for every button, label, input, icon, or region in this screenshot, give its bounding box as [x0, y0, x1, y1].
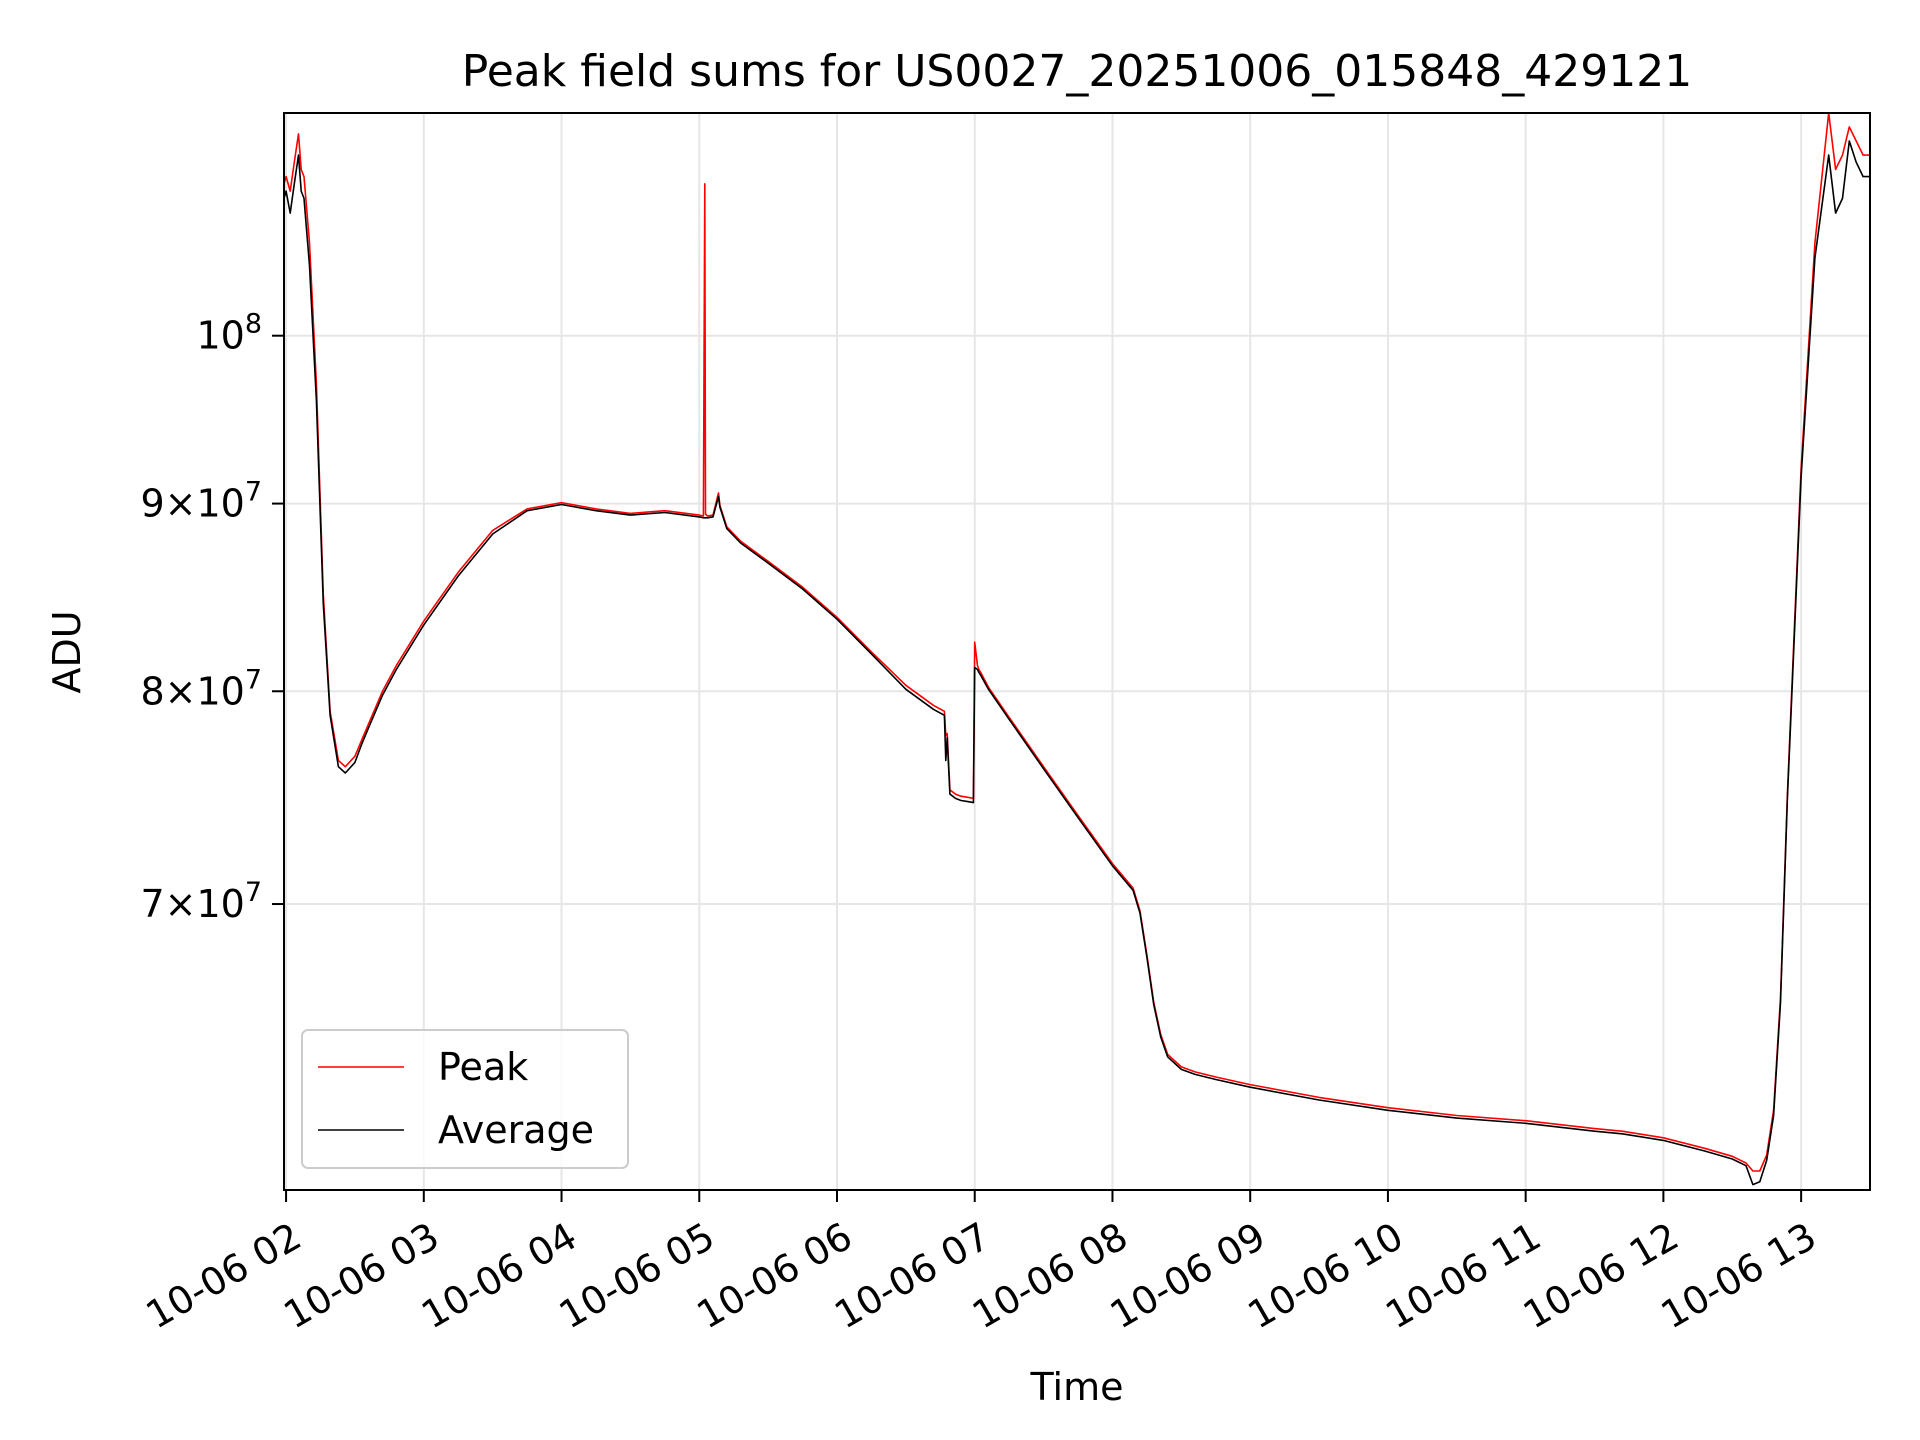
grid-layer	[284, 113, 1870, 1190]
series-layer	[283, 112, 1870, 1186]
y-axis-ticks: 7×107 8×107 9×107 108	[140, 309, 284, 926]
x-axis-label: Time	[1030, 1365, 1124, 1409]
legend-label-average: Average	[438, 1108, 594, 1152]
y-axis-label: ADU	[45, 610, 89, 693]
legend: Peak Average	[301, 1029, 629, 1169]
y-tick-label: 108	[196, 309, 262, 358]
y-tick-label: 9×107	[140, 477, 262, 526]
y-tick-label: 7×107	[140, 877, 262, 926]
chart-title: Peak field sums for US0027_20251006_0158…	[462, 46, 1692, 97]
legend-box	[301, 1029, 629, 1169]
y-tick-label: 8×107	[140, 664, 262, 713]
legend-label-peak: Peak	[438, 1045, 528, 1089]
series-line-peak	[283, 112, 1870, 1172]
plot-frame	[283, 112, 1871, 1191]
series-line-average	[283, 140, 1870, 1186]
